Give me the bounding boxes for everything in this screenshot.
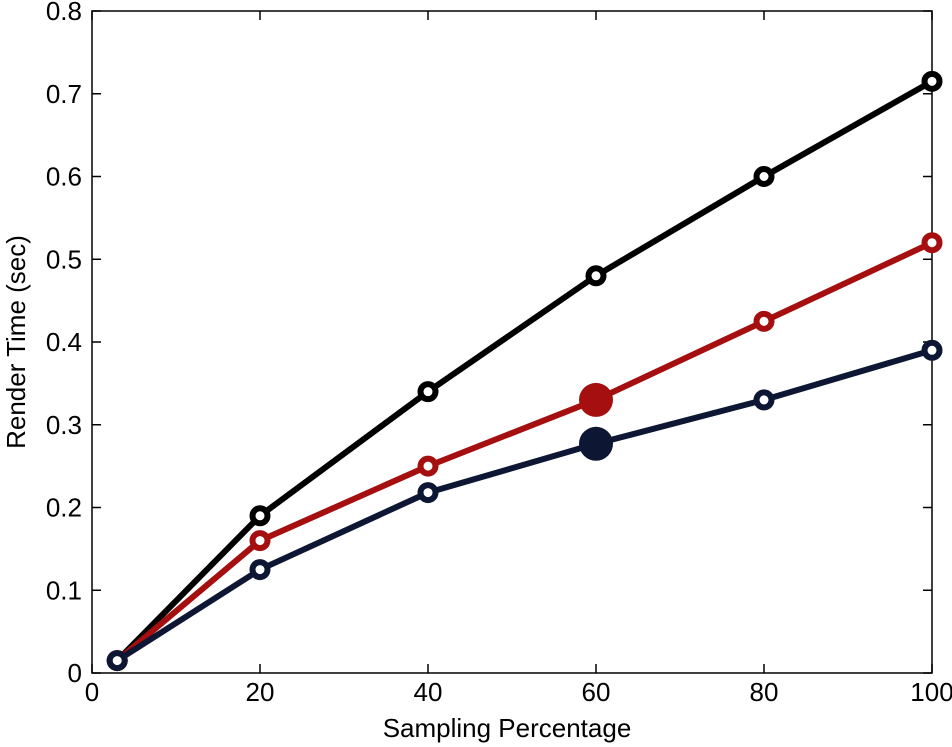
data-point [417, 381, 439, 403]
y-tick-label: 0.2 [46, 493, 82, 523]
data-point [753, 389, 775, 411]
data-series [106, 70, 943, 672]
y-tick-label: 0.3 [46, 410, 82, 440]
x-tick-label: 40 [414, 677, 443, 707]
x-tick-label: 20 [246, 677, 275, 707]
y-tick-label: 0 [68, 658, 82, 688]
data-point [921, 339, 943, 361]
y-axis-label: Render Time (sec) [1, 235, 31, 449]
data-point [249, 559, 271, 581]
series-line [114, 347, 935, 664]
data-point [753, 166, 775, 187]
y-tick-label: 0.4 [46, 327, 82, 357]
axis-ticks: 0 20 40 60 80 100 0 0.1 0.2 0.3 0.4 0.5 0.6 0.7 0.8 [46, 0, 952, 707]
data-point [753, 310, 775, 332]
series-2 [106, 339, 943, 672]
data-point [249, 530, 271, 552]
y-tick-label: 0.7 [46, 79, 82, 109]
x-tick-label: 0 [85, 677, 99, 707]
y-tick-label: 0.1 [46, 575, 82, 605]
data-point [249, 505, 271, 527]
x-tick-label: 80 [750, 677, 779, 707]
highlighted-data-point [579, 426, 613, 461]
x-tick-label: 100 [910, 677, 952, 707]
series-line [114, 239, 935, 664]
y-tick-label: 0.8 [46, 0, 82, 26]
y-tick-label: 0.6 [46, 162, 82, 192]
series-line [114, 78, 935, 664]
data-point [417, 482, 439, 504]
highlighted-data-point [579, 382, 613, 417]
series-0 [106, 70, 943, 672]
series-1 [106, 232, 943, 672]
data-point [585, 265, 607, 287]
y-tick-label: 0.5 [46, 244, 82, 274]
data-point [106, 650, 128, 672]
data-point [921, 232, 943, 254]
data-point [417, 455, 439, 477]
x-tick-label: 60 [582, 677, 611, 707]
data-point [921, 70, 943, 92]
x-axis-label: Sampling Percentage [383, 713, 632, 743]
